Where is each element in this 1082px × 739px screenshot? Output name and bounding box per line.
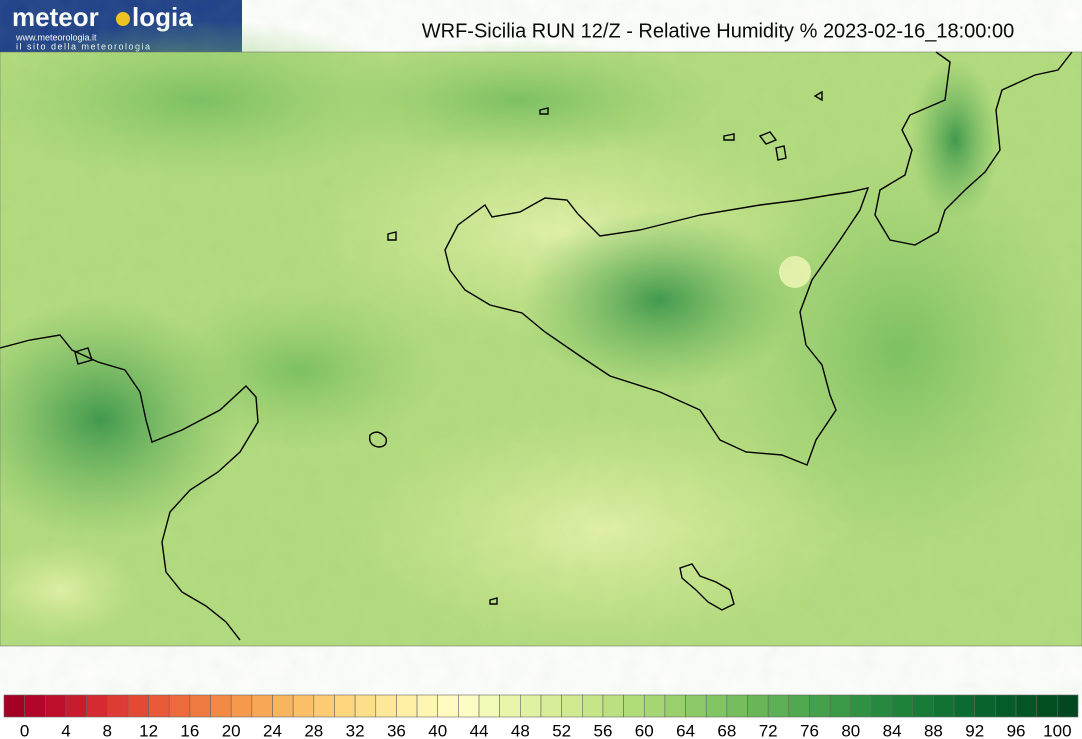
colorbar-tick-label: 12 [139,721,158,739]
color-swatch [478,694,500,718]
color-swatch [623,694,645,718]
color-swatch [106,694,129,718]
colorbar-tick-label: 92 [965,721,984,739]
colorbar-tick-label: 88 [924,721,943,739]
colorbar-tick-label: 32 [346,721,365,739]
colorbar-tick-label: 16 [180,721,199,739]
colorbar-tick-label: 100 [1043,721,1071,739]
colorbar-tick-label: 96 [1007,721,1026,739]
colorbar-tick-label: 76 [800,721,819,739]
color-swatch [685,694,707,718]
logo-url: www.meteorologia.it [15,32,97,42]
colorbar-tick-label: 40 [428,721,447,739]
calabria-coast [874,51,1073,246]
color-swatch [168,694,191,718]
color-swatch [396,694,418,718]
malta [679,563,735,611]
color-swatch [747,694,769,718]
color-swatch [272,694,294,718]
color-swatch [189,694,211,718]
logo-sun [116,12,130,26]
color-swatch [375,694,397,718]
color-swatch [148,694,170,718]
color-swatch [602,694,624,718]
colorbar-tick-label: 28 [304,721,323,739]
map-title: WRF-Sicilia RUN 12/Z - Relative Humidity… [422,20,1014,42]
color-swatch [643,694,666,718]
color-swatch [891,694,914,718]
color-swatch [664,694,686,718]
colorbar-tick-label: 36 [387,721,406,739]
color-swatch [334,694,356,718]
color-swatch [850,694,872,718]
color-swatch [313,694,335,718]
island [74,90,823,605]
color-swatch [45,694,67,718]
colorbar-tick-label: 56 [594,721,613,739]
color-swatch [540,694,562,718]
color-swatch [1015,694,1037,718]
color-swatch [995,694,1017,718]
colorbar-tick-label: 52 [552,721,571,739]
color-swatch [458,694,480,718]
color-swatch [809,694,831,718]
color-swatch [1036,694,1058,718]
colorbar-tick-label: 80 [841,721,860,739]
coastlines [0,51,1073,641]
color-swatch [1057,694,1079,718]
color-swatch [829,694,852,718]
color-swatch [292,694,315,718]
color-swatch [3,694,25,718]
colorbar-tick-label: 8 [103,721,112,739]
colorbar-tick-label: 60 [635,721,654,739]
colorbar-tick-label: 0 [20,721,29,739]
color-swatch [726,694,748,718]
color-swatch [705,694,728,718]
color-swatch [582,694,604,718]
colorbar-tick-label: 44 [470,721,489,739]
color-swatch [416,694,439,718]
color-swatch [974,694,996,718]
color-swatch [788,694,810,718]
color-swatch [953,694,976,718]
colorbar: 0 4 8 12 16 20 24 28 32 36 40 44 48 52 56 60 64 68 72 76 80 8… [3,694,1079,739]
colorbar-tick-label: 24 [263,721,282,739]
color-swatch [520,694,542,718]
colorbar-tick-label: 48 [511,721,530,739]
colorbar-tick-label: 64 [676,721,695,739]
colorbar-tick-label: 20 [222,721,241,739]
color-swatch [65,694,87,718]
sicily-coast [444,187,870,466]
color-swatch [230,694,253,718]
colorbar-tick-label: 4 [61,721,70,739]
color-swatch [437,694,459,718]
humidity-field [0,20,1082,650]
color-swatch [871,694,893,718]
colorbar-tick-label: 72 [759,721,778,739]
color-swatch [912,694,934,718]
color-swatch [499,694,521,718]
pantelleria [368,431,388,448]
color-swatch [251,694,273,718]
tunisia-coast [0,334,259,641]
colorbar-tick-label: 84 [883,721,902,739]
color-swatch [561,694,583,718]
color-swatch [210,694,232,718]
color-swatch [127,694,149,718]
color-swatch [354,694,377,718]
color-swatch [86,694,108,718]
colorbar-tick-label: 68 [717,721,736,739]
map-frame [0,51,1082,647]
logo-text: meteor [12,2,99,32]
color-swatch [24,694,46,718]
color-swatch [933,694,955,718]
color-swatch [767,694,790,718]
